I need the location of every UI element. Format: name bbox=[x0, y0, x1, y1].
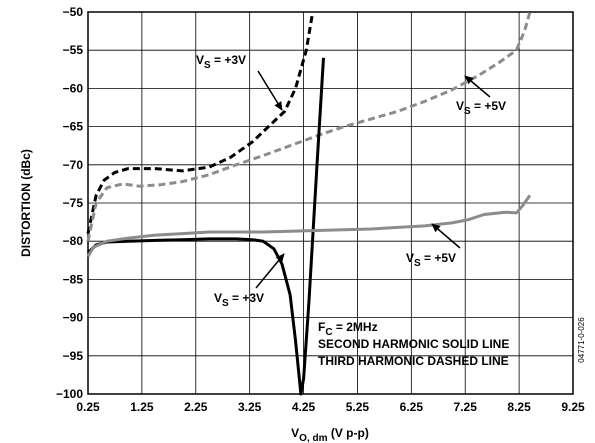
label-arrow-hd3-5v bbox=[464, 75, 491, 98]
figure-id: 04771-0-026 bbox=[577, 317, 586, 363]
x-tick-label: 5.25 bbox=[346, 400, 370, 414]
y-tick-label: −85 bbox=[63, 272, 84, 286]
x-tick-label: 0.25 bbox=[76, 400, 100, 414]
series-label-hd3-5v: VS = +5V bbox=[456, 99, 506, 117]
series-label-hd3-3v: VS = +3V bbox=[196, 53, 246, 71]
y-tick-label: −100 bbox=[56, 387, 83, 401]
series-label-hd2-3v: VS = +3V bbox=[214, 291, 264, 309]
x-tick-label: 1.25 bbox=[130, 400, 154, 414]
y-axis-label: DISTORTION (dBc) bbox=[19, 149, 33, 257]
label-hd2-5v: VS = +5V bbox=[406, 223, 461, 269]
y-tick-label: −50 bbox=[63, 5, 84, 19]
series-line-hd3-3v bbox=[86, 11, 315, 234]
series-line-hd2-5v bbox=[86, 194, 532, 258]
y-tick-label: −65 bbox=[63, 120, 84, 134]
x-tick-label: 4.25 bbox=[292, 400, 316, 414]
annotation-note: FC = 2MHz SECOND HARMONIC SOLID LINE THI… bbox=[318, 320, 509, 368]
plot-frame bbox=[87, 11, 574, 395]
y-tick-label: −90 bbox=[63, 311, 84, 325]
series-line-hd3-5v bbox=[86, 11, 532, 242]
x-tick-label: 3.25 bbox=[238, 400, 262, 414]
y-tick-label: −80 bbox=[63, 234, 84, 248]
note-line-second: SECOND HARMONIC SOLID LINE bbox=[318, 337, 509, 351]
x-tick-label: 9.25 bbox=[561, 400, 585, 414]
y-tick-label: −95 bbox=[63, 349, 84, 363]
x-tick-label: 2.25 bbox=[184, 400, 208, 414]
y-tick-label: −55 bbox=[63, 43, 84, 57]
label-hd2-3v: VS = +3V bbox=[214, 253, 285, 309]
label-hd3-5v: VS = +5V bbox=[456, 75, 506, 117]
x-tick-labels: 0.25 1.25 2.25 3.25 4.25 5.25 6.25 7.25 8.25 9.25 bbox=[76, 400, 585, 414]
series-layer bbox=[86, 11, 532, 396]
y-tick-label: −75 bbox=[63, 196, 84, 210]
y-tick-label: −70 bbox=[63, 158, 84, 172]
y-tick-labels: −50 −55 −60 −65 −70 −75 −80 −85 −90 −95 −100 bbox=[56, 5, 83, 401]
label-hd3-3v: VS = +3V bbox=[196, 53, 283, 111]
note-line-fc: FC = 2MHz bbox=[318, 320, 378, 338]
series-label-hd2-5v: VS = +5V bbox=[406, 251, 456, 269]
x-tick-label: 7.25 bbox=[454, 400, 478, 414]
label-arrow-hd3-3v bbox=[257, 70, 283, 111]
x-axis-label: VO, dm (V p-p) bbox=[291, 426, 369, 443]
series-line-hd2-3v bbox=[86, 57, 325, 396]
label-arrow-hd2-5v bbox=[431, 223, 461, 249]
label-arrow-hd2-3v bbox=[255, 253, 285, 289]
note-line-third: THIRD HARMONIC DASHED LINE bbox=[318, 354, 509, 368]
y-tick-label: −60 bbox=[63, 81, 84, 95]
x-tick-label: 6.25 bbox=[400, 400, 424, 414]
x-tick-label: 8.25 bbox=[507, 400, 531, 414]
